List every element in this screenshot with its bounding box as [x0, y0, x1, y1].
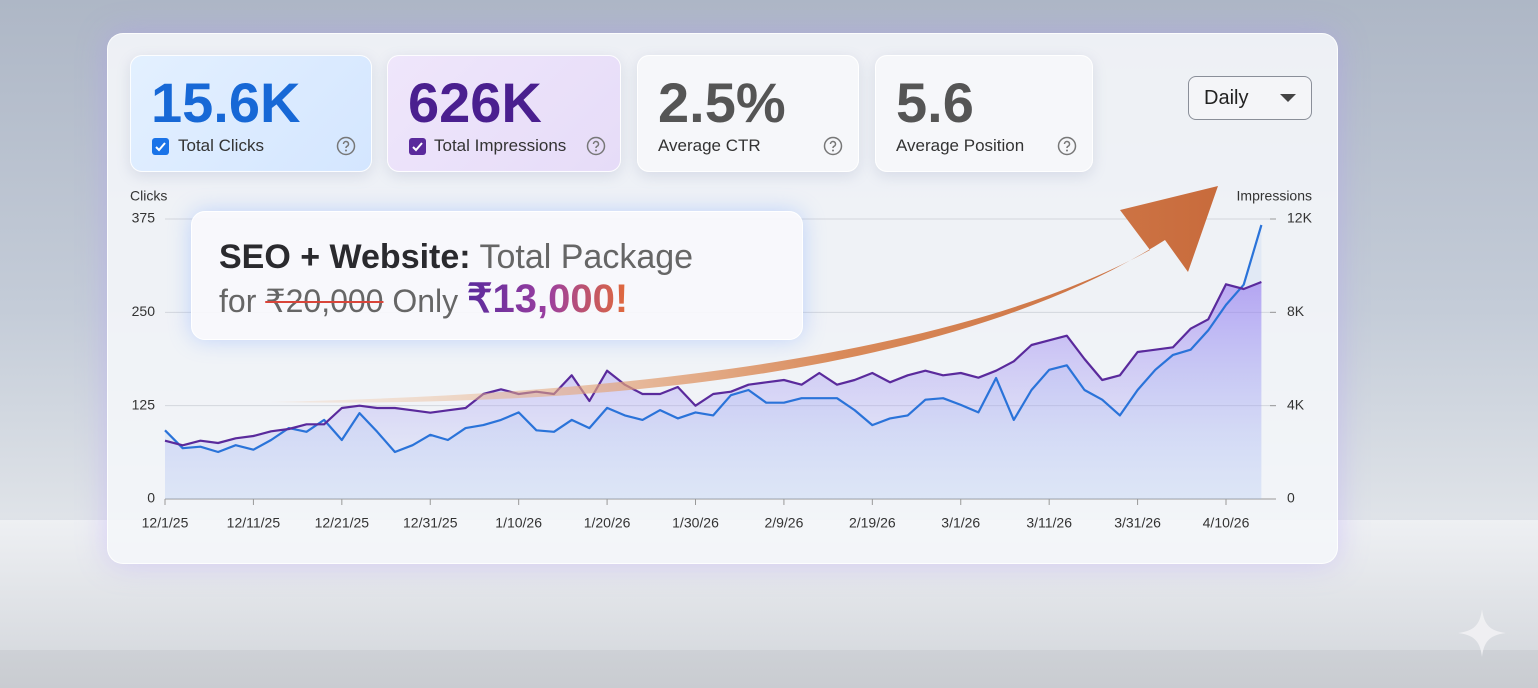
promo-box: SEO + Website: Total Package for ₹20,000… [191, 211, 803, 340]
y2-axis-title: Impressions [1237, 188, 1312, 204]
card-impressions: 626K Total Impressions [387, 55, 621, 172]
period-dropdown[interactable]: Daily [1188, 76, 1312, 120]
help-icon[interactable] [1057, 136, 1077, 156]
card-value: 626K [408, 71, 542, 134]
x-tick-label: 12/21/25 [315, 515, 370, 531]
promo-line-1: SEO + Website: Total Package [219, 238, 693, 277]
x-tick-label: 2/19/26 [849, 515, 896, 531]
card-value: 2.5% [658, 71, 786, 134]
promo-line-2: for ₹20,000 Only ₹13,000! [219, 276, 628, 322]
new-price: ₹13,000! [467, 277, 629, 321]
series-line [164, 224, 1263, 454]
series-area [165, 282, 1262, 499]
y-tick-label: 375 [132, 210, 156, 226]
x-tick-label: 1/20/26 [584, 515, 631, 531]
card-label: Total Clicks [178, 136, 264, 155]
card-position: 5.6 Average Position [875, 55, 1093, 172]
card-value: 5.6 [896, 71, 974, 134]
promo-headline-rest: Total Package [479, 238, 694, 276]
y-tick-label: 125 [132, 396, 156, 412]
card-ctr: 2.5% Average CTR [637, 55, 859, 172]
card-label: Average Position [896, 136, 1025, 155]
x-tick-label: 3/31/26 [1114, 515, 1161, 531]
promo-prefix: for [219, 283, 257, 319]
x-tick-label: 3/11/26 [1026, 515, 1072, 531]
x-tick-label: 1/30/26 [672, 515, 719, 531]
dropdown-label: Daily [1204, 87, 1249, 109]
dropdown-caret [1280, 94, 1296, 102]
y2-tick-label: 0 [1287, 490, 1295, 506]
y-tick-label: 250 [132, 303, 156, 319]
old-price: ₹20,000 [265, 283, 384, 319]
y-axis-title: Clicks [130, 188, 167, 204]
x-tick-label: 4/10/26 [1203, 515, 1250, 531]
y2-tick-label: 12K [1287, 210, 1313, 226]
x-tick-label: 1/10/26 [495, 515, 542, 531]
card-label: Average CTR [658, 136, 761, 155]
x-tick-label: 3/1/26 [941, 515, 980, 531]
y2-tick-label: 4K [1287, 396, 1305, 412]
checkbox[interactable] [151, 137, 171, 157]
help-icon[interactable] [823, 136, 843, 156]
card-label: Total Impressions [434, 136, 567, 155]
card-value: 15.6K [151, 71, 301, 134]
card-clicks: 15.6K Total Clicks [130, 55, 372, 172]
x-tick-label: 2/9/26 [764, 515, 803, 531]
help-icon[interactable] [586, 136, 606, 156]
x-tick-label: 12/1/25 [142, 515, 189, 531]
promo-middle: Only [392, 283, 459, 319]
series-line [164, 280, 1262, 447]
x-tick-label: 12/31/25 [403, 515, 458, 531]
x-tick-label: 12/11/25 [227, 515, 281, 531]
y-tick-label: 0 [147, 490, 155, 506]
checkbox[interactable] [408, 137, 428, 157]
sparkle-icon [1458, 609, 1506, 657]
promo-headline: SEO + Website: [219, 238, 471, 276]
help-icon[interactable] [336, 136, 356, 156]
y2-tick-label: 8K [1287, 303, 1305, 319]
